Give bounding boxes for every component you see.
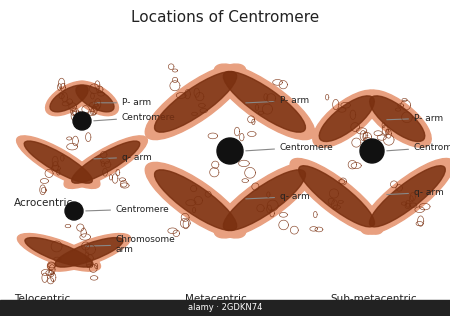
Ellipse shape — [223, 170, 306, 230]
Ellipse shape — [214, 162, 315, 238]
Ellipse shape — [290, 158, 383, 234]
Text: Metacentric: Metacentric — [185, 294, 247, 304]
Text: Telocentric: Telocentric — [14, 294, 70, 304]
Text: Centromere: Centromere — [86, 204, 170, 214]
Ellipse shape — [223, 71, 306, 132]
Text: Centromere: Centromere — [246, 143, 334, 151]
Circle shape — [217, 138, 243, 164]
Text: Locations of Centromere: Locations of Centromere — [131, 10, 319, 25]
Text: P- arm: P- arm — [387, 114, 443, 123]
Ellipse shape — [369, 166, 446, 227]
Circle shape — [73, 112, 91, 130]
Ellipse shape — [72, 141, 140, 183]
Ellipse shape — [299, 166, 374, 227]
Ellipse shape — [154, 71, 237, 132]
Text: alamy · 2GDKN74: alamy · 2GDKN74 — [188, 303, 262, 313]
Text: q- arm: q- arm — [387, 188, 444, 197]
Text: q- arm: q- arm — [246, 192, 310, 201]
Text: q- arm: q- arm — [94, 153, 152, 161]
Text: P- arm: P- arm — [94, 98, 151, 107]
Ellipse shape — [361, 158, 450, 234]
Ellipse shape — [64, 136, 148, 188]
Ellipse shape — [45, 81, 92, 116]
Ellipse shape — [24, 141, 92, 183]
Ellipse shape — [76, 85, 114, 112]
Ellipse shape — [214, 64, 315, 140]
Text: Chromosome
arm: Chromosome arm — [86, 235, 176, 254]
Circle shape — [65, 202, 83, 220]
Ellipse shape — [319, 96, 374, 142]
Ellipse shape — [25, 238, 93, 267]
Text: Centromere: Centromere — [94, 112, 176, 121]
Text: Centromere: Centromere — [387, 143, 450, 151]
Text: Acrocentric: Acrocentric — [14, 198, 73, 208]
Ellipse shape — [48, 234, 130, 271]
Circle shape — [360, 139, 384, 163]
Ellipse shape — [154, 170, 237, 230]
Ellipse shape — [17, 136, 100, 188]
Ellipse shape — [370, 96, 425, 142]
Ellipse shape — [50, 85, 88, 112]
Ellipse shape — [18, 234, 100, 271]
Ellipse shape — [145, 162, 246, 238]
Ellipse shape — [145, 64, 246, 140]
Ellipse shape — [55, 238, 123, 267]
Text: Sub-metacentric: Sub-metacentric — [330, 294, 417, 304]
Ellipse shape — [313, 90, 381, 147]
Ellipse shape — [72, 81, 118, 116]
Ellipse shape — [363, 90, 431, 147]
Bar — [0, 300, 450, 316]
Text: P- arm: P- arm — [246, 96, 309, 105]
